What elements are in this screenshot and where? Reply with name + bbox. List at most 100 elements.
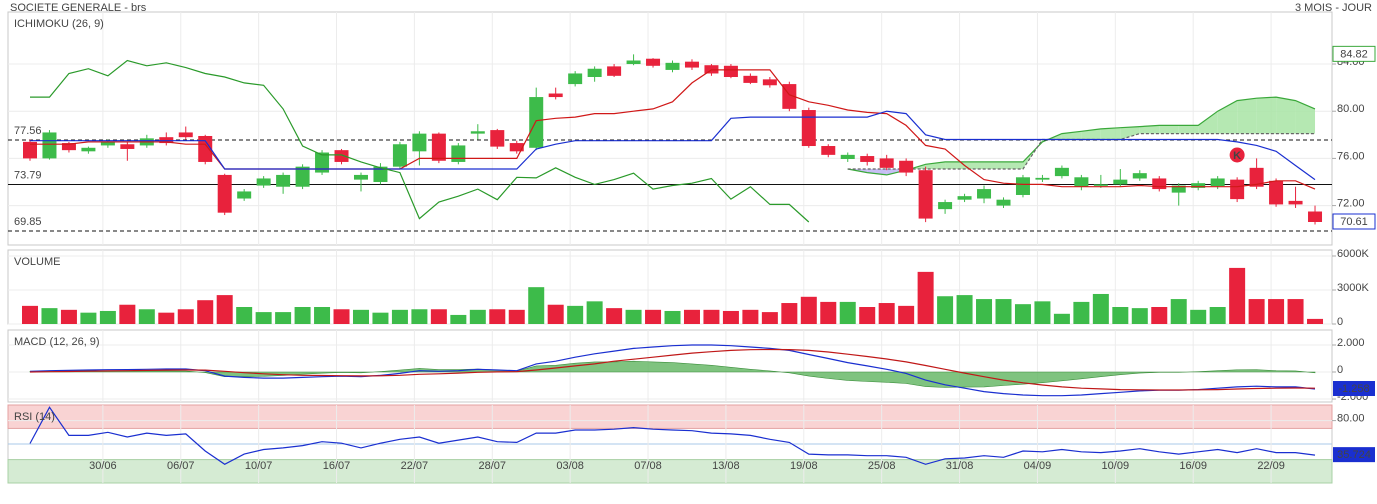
candle-body — [801, 110, 816, 147]
candle-body — [198, 135, 213, 162]
candle-body — [1269, 180, 1284, 205]
y-tick-label: 80.00 — [1337, 103, 1365, 115]
volume-bar — [294, 307, 311, 324]
x-tick-label: 07/08 — [634, 460, 662, 472]
volume-bar — [917, 271, 934, 324]
indicator-line — [29, 348, 1316, 391]
y-tick-label: 3000K — [1337, 282, 1369, 294]
x-tick-label: 31/08 — [946, 460, 974, 472]
volume-bar — [177, 309, 194, 324]
candle-body — [1191, 183, 1206, 188]
candle-body — [315, 152, 330, 173]
last-value-label: -1.258 — [1338, 383, 1369, 395]
x-tick-label: 16/09 — [1179, 460, 1207, 472]
candle-body — [568, 73, 583, 85]
last-value-label: 35.724 — [1337, 449, 1371, 461]
volume-bar — [138, 309, 155, 324]
candle-body — [762, 79, 777, 86]
indicator-line — [29, 344, 1316, 397]
volume-bar — [158, 312, 175, 324]
y-tick-label: 0 — [1337, 316, 1343, 328]
panel-label: RSI (14) — [14, 411, 55, 423]
candle-body — [81, 147, 96, 152]
y-tick-label: 72.00 — [1337, 198, 1365, 210]
volume-bar — [1190, 309, 1207, 324]
volume-bar — [489, 309, 506, 324]
x-tick-label: 06/07 — [167, 460, 195, 472]
last-value-box — [1333, 447, 1375, 463]
volume-bar — [567, 305, 584, 324]
volume-bar — [1248, 299, 1265, 324]
volume-bar — [99, 310, 116, 324]
candle-body — [1074, 177, 1089, 187]
last-value-box — [1333, 381, 1375, 397]
candle-body — [743, 75, 758, 83]
candle-body — [451, 145, 466, 162]
candle-body — [1152, 178, 1167, 190]
candle-body — [860, 156, 875, 162]
candle-body — [276, 174, 291, 187]
candle-body — [431, 133, 446, 161]
volume-bar — [1112, 307, 1129, 324]
volume-bar — [742, 309, 759, 324]
volume-bar — [22, 305, 38, 324]
volume-bar — [236, 307, 253, 324]
indicator-line — [29, 406, 1316, 465]
volume-bar — [333, 309, 350, 324]
y-tick-label: 0 — [1337, 364, 1343, 376]
candle-body — [100, 141, 115, 146]
volume-bar — [820, 301, 837, 324]
cloud-segment — [984, 161, 1004, 170]
panel-frame — [7, 11, 1333, 246]
cloud-segment — [1178, 125, 1199, 134]
volume-bar — [1073, 301, 1090, 324]
x-tick-label: 22/07 — [401, 460, 429, 472]
volume-bar — [937, 296, 954, 324]
volume-bar — [1229, 267, 1246, 324]
volume-bar — [469, 309, 486, 324]
volume-bar — [430, 309, 447, 324]
candle-body — [587, 68, 602, 78]
volume-bar — [683, 309, 700, 324]
candle-body — [61, 143, 76, 151]
candle-body — [1015, 177, 1030, 195]
x-tick-label: 10/07 — [245, 460, 273, 472]
x-tick-label: 25/08 — [868, 460, 896, 472]
volume-bar — [800, 296, 817, 324]
max-value-box — [1332, 45, 1376, 62]
y-tick-label: 80.00 — [1337, 413, 1365, 425]
cloud-segment — [1139, 125, 1160, 134]
x-tick-label: 28/07 — [479, 460, 507, 472]
volume-bar — [1034, 301, 1051, 324]
candle-body — [1113, 179, 1128, 185]
candle-body — [353, 174, 368, 180]
candle-body — [529, 97, 544, 148]
cloud-segment — [1003, 161, 1023, 170]
volume-bar — [1053, 313, 1070, 324]
volume-bar — [255, 312, 272, 324]
volume-bar — [1170, 299, 1187, 324]
cloud-segment — [1295, 100, 1316, 134]
volume-bar — [664, 310, 681, 324]
candle-body — [42, 132, 57, 159]
candle-body — [392, 144, 407, 167]
candle-body — [723, 65, 738, 78]
volume-bar — [352, 309, 369, 324]
volume-bar — [216, 295, 233, 324]
panel-frame — [7, 329, 1333, 403]
volume-bar — [1131, 308, 1148, 324]
cloud-segment — [1237, 98, 1257, 134]
cloud-segment — [964, 161, 985, 170]
last-value-label: 70.61 — [1340, 216, 1368, 228]
volume-bar — [898, 305, 915, 324]
volume-bar — [528, 287, 545, 324]
candle-body — [1054, 167, 1069, 177]
candle-body — [918, 170, 933, 219]
candle-body — [1093, 184, 1108, 186]
max-value-label: 84.82 — [1340, 48, 1368, 60]
volume-bar — [878, 303, 895, 324]
candle-body — [1035, 177, 1050, 180]
cloud-segment — [1198, 111, 1218, 134]
volume-bar — [197, 300, 214, 324]
panel-label: ICHIMOKU (26, 9) — [14, 18, 104, 30]
